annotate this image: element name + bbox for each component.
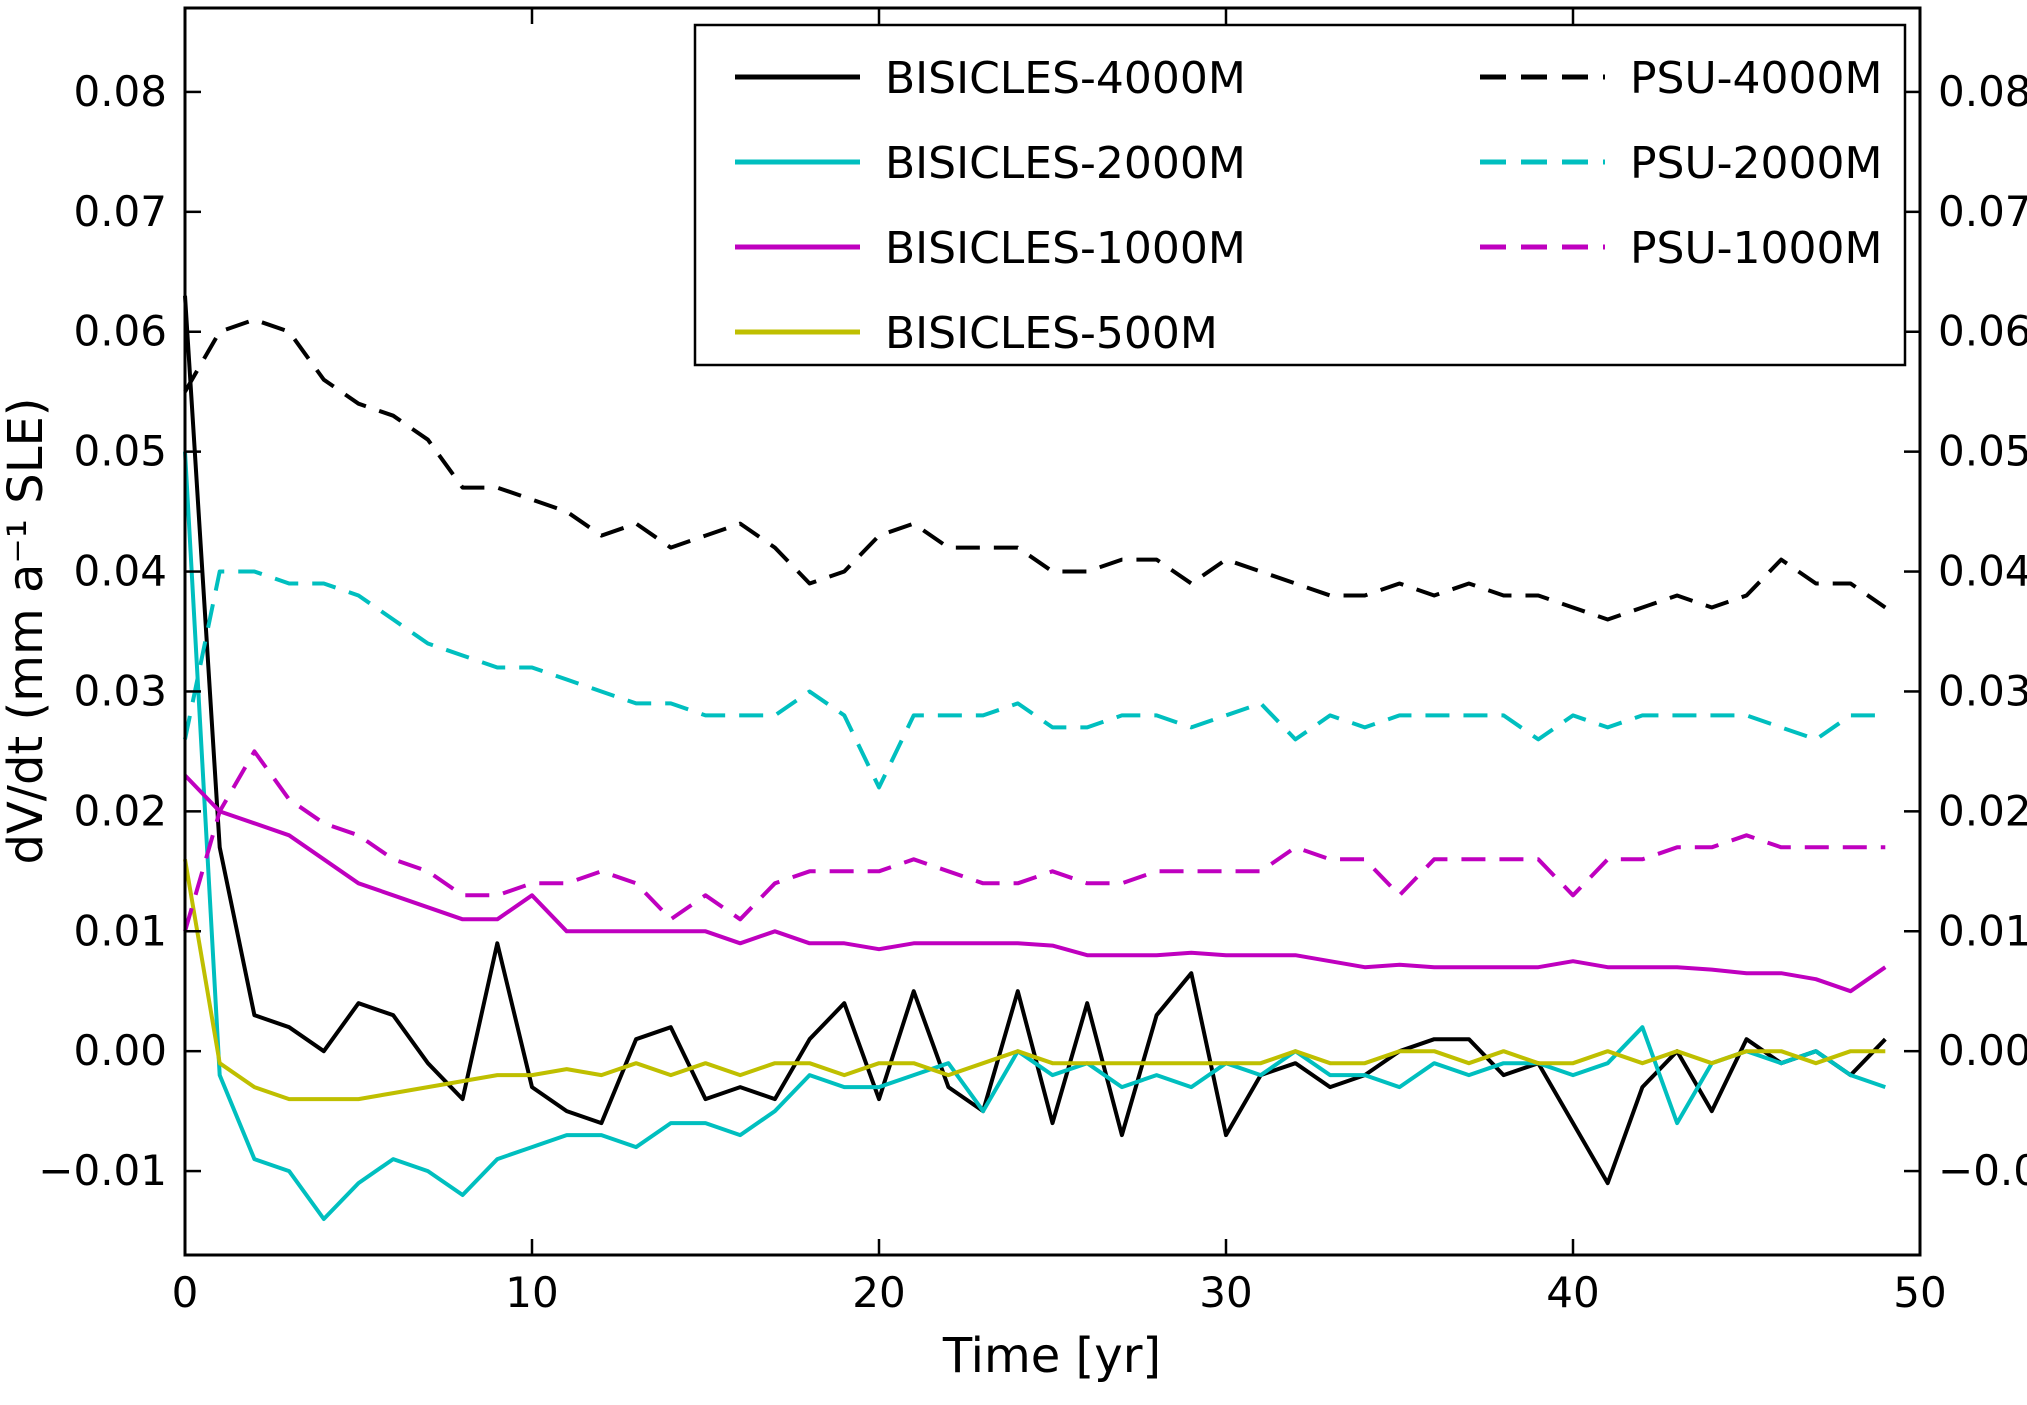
y-tick-label-right: 0.04 xyxy=(1938,547,2027,596)
y-tick-label-right: 0.08 xyxy=(1938,67,2027,116)
series-line-psu-1000m xyxy=(183,749,1886,932)
y-tick-label-right: 0.02 xyxy=(1938,786,2027,835)
legend-label-bisicles-4000m: BISICLES-4000M xyxy=(885,53,1246,104)
legend-label-bisicles-2000m: BISICLES-2000M xyxy=(885,138,1246,189)
axes-frame xyxy=(183,6,1922,1257)
y-tick-label-right: 0.00 xyxy=(1938,1026,2027,1075)
legend-label-psu-2000m: PSU-2000M xyxy=(1630,138,1882,189)
y-tick-label-left: 0.02 xyxy=(73,786,167,835)
series-line-bisicles-4000m xyxy=(183,295,1887,1186)
y-tick-label-right: 0.07 xyxy=(1938,187,2027,236)
y-tick-label-right: 0.03 xyxy=(1938,666,2027,715)
y-tick-label-left: 0.00 xyxy=(73,1026,167,1075)
x-tick-label: 40 xyxy=(1546,1268,1599,1317)
y-tick-label-left: 0.08 xyxy=(73,67,167,116)
x-tick-label: 10 xyxy=(505,1268,558,1317)
x-tick-label: 30 xyxy=(1199,1268,1252,1317)
series-line-bisicles-500m xyxy=(183,858,1886,1102)
x-tick-label: 20 xyxy=(852,1268,905,1317)
y-tick-label-right: 0.01 xyxy=(1938,906,2027,955)
plot-axes: 0 10 20 30 40 50 −0.01 −0.01 0.00 0.00 0.01 0.01 0.0… xyxy=(38,6,2027,1317)
plot-series xyxy=(183,295,1887,1221)
y-tick-label-left: 0.01 xyxy=(73,906,167,955)
y-tick-label-left: −0.01 xyxy=(38,1146,167,1195)
y-tick-label-left: 0.07 xyxy=(73,187,167,236)
legend-label-bisicles-500m: BISICLES-500M xyxy=(885,308,1218,359)
legend-label-psu-4000m: PSU-4000M xyxy=(1630,53,1882,104)
legend-label-bisicles-1000m: BISICLES-1000M xyxy=(885,223,1246,274)
series-line-bisicles-2000m xyxy=(183,451,1886,1221)
x-axis-label: Time [yr] xyxy=(942,1328,1161,1384)
x-tick-label: 0 xyxy=(172,1268,199,1317)
y-tick-label-left: 0.05 xyxy=(73,427,167,476)
legend: BISICLES-4000M BISICLES-2000M BISICLES-100… xyxy=(693,23,1907,367)
legend-label-psu-1000m: PSU-1000M xyxy=(1630,223,1882,274)
series-line-psu-4000m xyxy=(183,317,1887,622)
y-axis-label: dV/dt (mm a⁻¹ SLE) xyxy=(0,397,54,864)
legend-box xyxy=(693,23,1907,367)
y-tick-label-right: 0.05 xyxy=(1938,427,2027,476)
y-tick-label-right: 0.06 xyxy=(1938,307,2027,356)
y-tick-label-right: −0.01 xyxy=(1938,1146,2027,1195)
series-line-psu-2000m xyxy=(183,569,1886,790)
y-tick-label-left: 0.04 xyxy=(73,547,167,596)
series-line-bisicles-1000m xyxy=(183,774,1887,994)
x-tick-label: 50 xyxy=(1893,1268,1946,1317)
y-tick-label-left: 0.06 xyxy=(73,307,167,356)
y-tick-label-left: 0.03 xyxy=(73,666,167,715)
